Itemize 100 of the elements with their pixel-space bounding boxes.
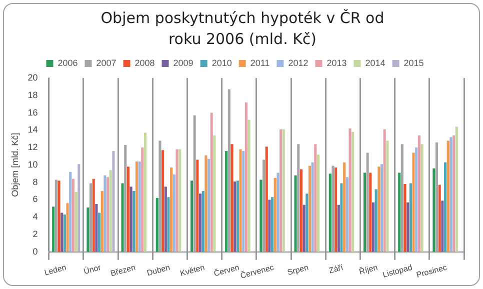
bar — [213, 135, 216, 252]
bar — [225, 151, 228, 252]
bar — [66, 203, 69, 252]
bar — [144, 132, 147, 252]
y-tick-label: 16 — [28, 107, 38, 118]
bar — [234, 181, 236, 252]
x-tick-label: Červenec — [239, 262, 275, 280]
bar — [409, 183, 412, 252]
y-axis-title: Objem [mld. Kč] — [10, 132, 20, 197]
bar — [265, 146, 268, 252]
bar — [112, 151, 115, 252]
x-tick-label: Srpen — [286, 262, 310, 278]
y-tick-label: 10 — [28, 159, 38, 170]
bar — [328, 174, 332, 252]
y-tick-label: 0 — [32, 246, 38, 256]
y-tick-label: 6 — [32, 194, 38, 204]
bar — [378, 166, 380, 252]
bar — [54, 180, 58, 252]
legend-label: 2010 — [212, 58, 232, 68]
bar — [455, 126, 458, 252]
legend-label: 2015 — [404, 58, 424, 68]
bar — [282, 129, 285, 252]
x-tick-label: Prosinec — [415, 262, 448, 280]
legend-label: 2013 — [326, 58, 347, 68]
bar — [340, 183, 343, 252]
bar — [126, 166, 130, 252]
bar — [274, 178, 276, 252]
bar — [308, 166, 311, 252]
legend-label: 2007 — [96, 58, 116, 68]
bar — [132, 191, 136, 252]
bar — [193, 115, 196, 252]
bar — [90, 183, 92, 252]
legend-label: 2012 — [288, 58, 308, 68]
bar — [441, 200, 444, 252]
bar — [400, 144, 404, 252]
bar — [435, 142, 438, 252]
bar — [135, 161, 138, 252]
bar — [207, 158, 210, 252]
bar — [352, 132, 354, 252]
y-tick-label: 8 — [32, 176, 38, 187]
bar — [306, 194, 308, 252]
bar — [170, 168, 173, 252]
bar — [260, 180, 262, 252]
bar — [141, 148, 144, 252]
bar — [450, 137, 452, 252]
y-tick-label: 2 — [32, 228, 38, 239]
bar — [432, 168, 436, 252]
bar — [172, 174, 176, 252]
bar — [164, 186, 167, 252]
bar — [190, 180, 194, 252]
bar — [202, 191, 204, 252]
bar — [196, 160, 199, 252]
x-tick-label: Červen — [212, 262, 240, 278]
bar — [178, 149, 182, 252]
x-tick-label: Únor — [82, 262, 102, 276]
bar — [406, 202, 410, 252]
legend-label: 2011 — [250, 58, 270, 68]
bar — [109, 170, 112, 252]
bar — [383, 129, 386, 252]
bar — [100, 191, 104, 252]
bar — [242, 151, 245, 252]
bar — [380, 164, 384, 252]
bar — [415, 148, 418, 252]
bar — [176, 149, 178, 252]
y-tick-label: 14 — [28, 124, 38, 135]
bar — [98, 212, 101, 252]
bar — [138, 161, 141, 252]
bar — [104, 175, 106, 252]
bar — [314, 144, 317, 252]
bar — [276, 172, 280, 252]
bar — [248, 120, 250, 252]
bar — [95, 204, 98, 252]
legend-label: 2006 — [58, 58, 78, 68]
bar — [369, 172, 372, 252]
bar — [452, 135, 456, 252]
y-tick-label: 20 — [28, 72, 38, 82]
bar — [420, 144, 424, 252]
bar — [52, 206, 55, 252]
bar — [92, 178, 95, 252]
x-tick-label: Říjen — [358, 262, 379, 276]
bar — [334, 168, 338, 252]
bar — [130, 186, 132, 252]
bar — [239, 149, 242, 252]
bar — [297, 144, 300, 252]
bar — [372, 202, 375, 252]
bar — [374, 189, 378, 252]
bar — [210, 112, 213, 252]
bar — [74, 192, 78, 252]
bar — [58, 180, 60, 252]
bar — [398, 172, 401, 252]
bar — [332, 166, 334, 252]
bar — [162, 150, 164, 252]
legend-label: 2014 — [365, 58, 386, 68]
y-tick-label: 4 — [32, 212, 38, 222]
bar — [198, 194, 202, 252]
x-tick-label: Květen — [179, 262, 206, 278]
bar — [72, 178, 74, 252]
bar — [121, 183, 124, 252]
bar — [316, 154, 320, 252]
bar — [78, 164, 80, 252]
